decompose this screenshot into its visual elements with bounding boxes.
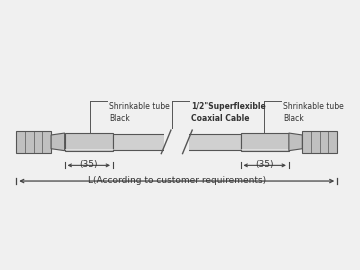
Text: 1/2"Superflexible
Coaxial Cable: 1/2"Superflexible Coaxial Cable [191, 102, 266, 123]
Bar [302, 131, 337, 153]
Bar [65, 133, 113, 151]
Polygon shape [289, 133, 302, 151]
Bar [113, 134, 166, 150]
Text: Shrinkable tube
Black: Shrinkable tube Black [283, 102, 344, 123]
Bar [16, 131, 51, 153]
Polygon shape [51, 133, 65, 151]
Text: L(According to customer requirements): L(According to customer requirements) [88, 176, 266, 185]
Bar [164, 129, 189, 155]
Text: (35): (35) [256, 160, 274, 169]
Text: (35): (35) [80, 160, 98, 169]
Text: Shrinkable tube
Black: Shrinkable tube Black [109, 102, 170, 123]
Bar [188, 134, 240, 150]
Bar [240, 133, 289, 151]
